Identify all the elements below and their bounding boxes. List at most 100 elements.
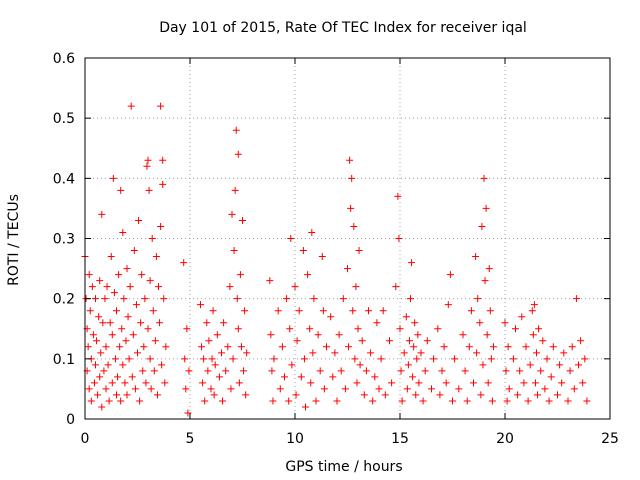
- y-tick-label: 0.1: [53, 352, 75, 368]
- data-point: [347, 204, 355, 212]
- data-point: [304, 271, 312, 279]
- data-point: [297, 373, 305, 381]
- data-point: [371, 373, 379, 381]
- data-point: [135, 216, 143, 224]
- data-point: [467, 307, 475, 315]
- data-point: [537, 367, 545, 375]
- data-point: [125, 355, 133, 363]
- data-point: [339, 295, 347, 303]
- data-point: [232, 126, 240, 134]
- data-point: [430, 355, 438, 363]
- data-point: [97, 349, 105, 357]
- data-point: [121, 379, 129, 387]
- data-point: [207, 385, 215, 393]
- data-point: [107, 253, 115, 261]
- data-point: [228, 210, 236, 218]
- data-point: [200, 355, 208, 363]
- data-point: [355, 247, 363, 255]
- data-point: [145, 186, 153, 194]
- data-point: [349, 307, 357, 315]
- data-point: [539, 337, 547, 345]
- data-point: [306, 325, 314, 333]
- data-point: [514, 391, 522, 399]
- data-point: [128, 373, 136, 381]
- data-point: [413, 355, 421, 363]
- data-point: [132, 301, 140, 309]
- data-point: [549, 343, 557, 351]
- data-point: [181, 355, 189, 363]
- data-point: [344, 265, 351, 273]
- data-point: [583, 397, 591, 405]
- data-point: [509, 355, 517, 363]
- data-point: [367, 349, 375, 357]
- data-point: [541, 385, 549, 393]
- data-point: [159, 180, 167, 188]
- data-point: [115, 271, 123, 279]
- data-point: [116, 343, 124, 351]
- data-point: [180, 259, 188, 267]
- data-point: [579, 379, 587, 387]
- data-point: [183, 325, 191, 333]
- data-point: [113, 391, 120, 399]
- data-point: [351, 355, 359, 363]
- data-point: [375, 385, 383, 393]
- data-point: [381, 391, 389, 399]
- data-point: [503, 397, 511, 405]
- data-point: [85, 271, 93, 279]
- data-point: [570, 385, 578, 393]
- data-point: [318, 253, 326, 261]
- data-point: [547, 373, 555, 381]
- data-points: [81, 102, 591, 417]
- data-point: [377, 355, 385, 363]
- data-point: [402, 313, 410, 321]
- data-point: [486, 307, 494, 315]
- data-point: [219, 397, 227, 405]
- data-point: [560, 349, 568, 357]
- data-point: [533, 349, 540, 357]
- data-point: [524, 397, 532, 405]
- data-point: [287, 235, 295, 242]
- data-point: [545, 397, 553, 405]
- data-point: [153, 391, 161, 399]
- data-point: [410, 343, 418, 351]
- data-point: [92, 295, 99, 303]
- data-point: [233, 295, 241, 303]
- data-point: [114, 373, 122, 381]
- data-point: [185, 367, 193, 375]
- data-point: [421, 367, 429, 375]
- data-point: [211, 361, 219, 369]
- data-point: [126, 283, 134, 291]
- data-point: [276, 385, 284, 393]
- data-point: [240, 367, 248, 375]
- data-point: [483, 331, 491, 339]
- data-point: [102, 385, 110, 393]
- data-point: [118, 325, 126, 333]
- data-point: [558, 379, 566, 387]
- data-point: [411, 319, 419, 327]
- data-point: [98, 210, 106, 218]
- data-point: [147, 385, 155, 393]
- data-point: [199, 379, 207, 387]
- data-point: [85, 385, 93, 393]
- data-point: [215, 373, 223, 381]
- data-point: [512, 325, 519, 333]
- data-point: [218, 349, 225, 357]
- data-point: [93, 337, 101, 345]
- y-tick-label: 0: [66, 412, 75, 428]
- data-point: [242, 391, 250, 399]
- data-point: [428, 385, 435, 393]
- data-point: [522, 343, 530, 351]
- data-point: [95, 313, 103, 321]
- data-point: [87, 397, 95, 405]
- data-point: [148, 235, 156, 242]
- data-point: [440, 343, 448, 351]
- data-point: [482, 204, 490, 212]
- data-point: [90, 379, 98, 387]
- data-point: [119, 361, 127, 369]
- data-point: [295, 307, 303, 315]
- data-point: [96, 373, 104, 381]
- data-point: [444, 301, 452, 309]
- data-point: [140, 343, 148, 351]
- chart-title: Day 101 of 2015, Rate Of TEC Index for r…: [159, 20, 527, 36]
- data-point: [267, 331, 275, 339]
